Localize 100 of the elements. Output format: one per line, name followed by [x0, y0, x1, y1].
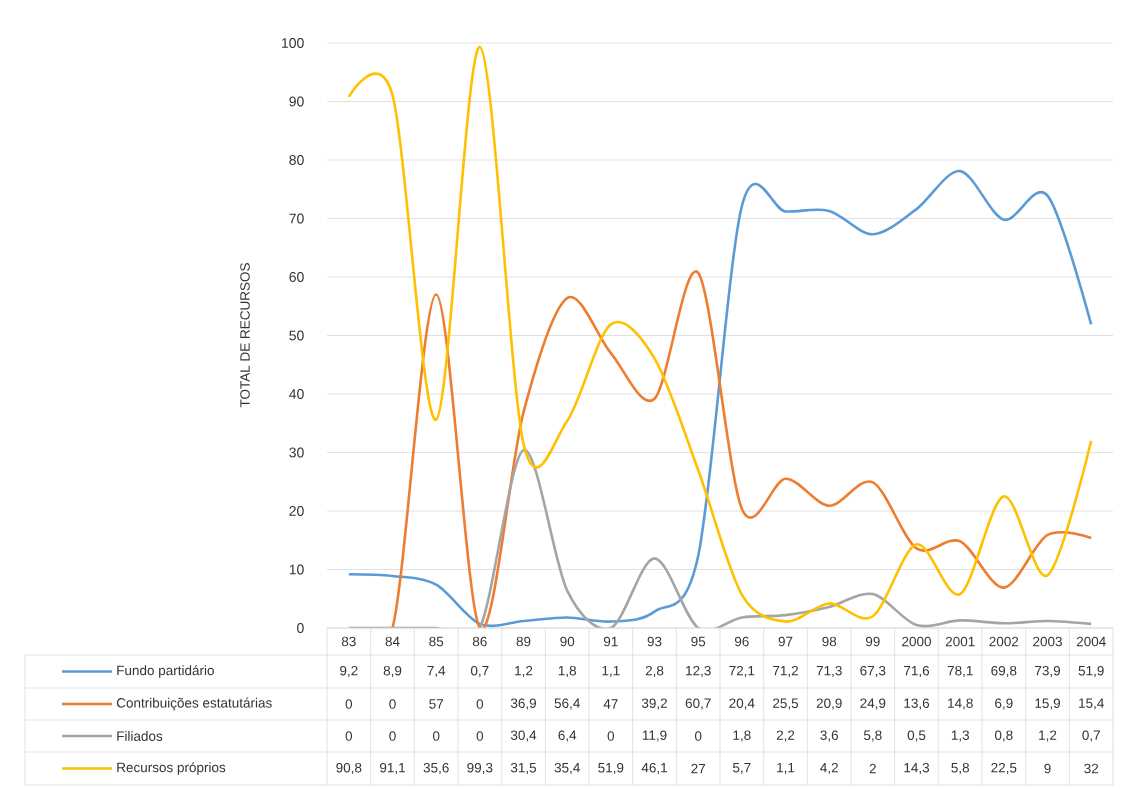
x-tick-label: 98 [822, 636, 837, 647]
x-tick-label: 90 [560, 636, 575, 647]
data-label: 99,3 [467, 762, 493, 775]
legend-label: Contribuições estatutárias [116, 697, 272, 711]
data-label: 5,7 [732, 763, 751, 775]
x-tick-label: 95 [691, 636, 706, 647]
data-label: 9,2 [340, 665, 358, 678]
y-tick-label: 30 [289, 447, 304, 458]
y-tick-label: 80 [289, 155, 304, 165]
data-label: 1,1 [777, 763, 795, 775]
x-tick-label: 2003 [1033, 636, 1062, 647]
data-label: 0,7 [470, 665, 489, 678]
legend-label: Filiados [117, 731, 163, 741]
data-label: 0 [476, 731, 484, 741]
data-label: 72,1 [729, 665, 755, 678]
x-tick-label: 97 [778, 636, 793, 647]
data-label: 1,3 [951, 730, 970, 742]
data-label: 78,1 [947, 665, 973, 678]
x-tick-label: 83 [341, 636, 356, 647]
data-label: 51,9 [1078, 665, 1104, 678]
data-label: 15,4 [1079, 698, 1104, 710]
data-label: 0 [389, 699, 396, 709]
data-label: 0 [607, 731, 615, 741]
x-tick-label: 86 [472, 636, 487, 647]
data-label: 7,4 [427, 666, 446, 678]
data-label: 36,9 [510, 698, 537, 710]
data-label: 4,2 [820, 762, 838, 775]
x-tick-label: 2002 [989, 636, 1019, 647]
data-label: 73,9 [1035, 665, 1061, 678]
data-label: 6,9 [995, 698, 1013, 710]
data-label: 91,1 [380, 762, 405, 775]
data-label: 24,9 [860, 698, 886, 710]
data-label: 56,4 [554, 698, 580, 710]
data-label: 2,2 [776, 730, 795, 742]
data-label: 0 [476, 699, 484, 709]
y-tick-label: 20 [289, 506, 304, 516]
data-label: 39,2 [641, 698, 667, 710]
data-label: 27 [691, 763, 706, 774]
line-series [347, 45, 1093, 623]
data-label: 14,8 [948, 698, 973, 710]
data-label: 46,1 [641, 762, 667, 775]
y-tick-label: 90 [289, 96, 304, 107]
data-label: 51,9 [598, 762, 624, 775]
data-label: 2,8 [645, 665, 664, 678]
data-label: 1,2 [515, 665, 533, 678]
y-tick-label: 40 [289, 389, 304, 399]
x-tick-label: 84 [385, 636, 400, 647]
data-label: 3,6 [820, 730, 839, 742]
x-tick-label: 2000 [902, 636, 931, 647]
data-label: 71,6 [904, 665, 930, 678]
data-label: 0,8 [994, 730, 1013, 742]
data-label: 1,8 [558, 665, 576, 678]
data-label: 35,6 [423, 762, 449, 775]
x-tick-label: 96 [734, 636, 749, 647]
y-tick-label: 60 [289, 272, 304, 282]
y-tick-label: 70 [289, 213, 304, 224]
data-label: 0 [389, 731, 396, 741]
data-label: 67,3 [860, 665, 886, 678]
x-tick-label: 89 [516, 636, 531, 647]
data-label: 32 [1084, 763, 1099, 774]
x-tick-label: 2004 [1076, 636, 1106, 647]
data-label: 60,7 [685, 698, 711, 710]
data-label: 71,2 [773, 665, 798, 678]
data-label: 12,3 [686, 665, 711, 678]
y-tick-label: 10 [289, 564, 304, 575]
data-label: 8,9 [383, 665, 402, 678]
data-label: 0 [694, 731, 702, 741]
x-tick-label: 85 [429, 636, 444, 647]
data-label: 31,5 [510, 762, 537, 775]
data-label: 25,5 [773, 698, 799, 710]
y-tick-label: 100 [282, 38, 304, 48]
data-label: 1,1 [602, 666, 620, 678]
data-label: 35,4 [554, 762, 580, 775]
x-tick-label: 99 [865, 636, 880, 647]
data-label: 20,4 [729, 698, 755, 710]
data-label: 0 [345, 699, 353, 709]
data-label: 69,8 [991, 665, 1017, 678]
data-label: 1,2 [1039, 730, 1057, 742]
y-tick-label: 50 [289, 330, 304, 341]
y-tick-label: 0 [297, 623, 304, 633]
data-label: 0 [345, 731, 353, 741]
data-label: 0,7 [1082, 730, 1100, 742]
data-label: 20,9 [816, 698, 842, 710]
x-tick-label: 91 [603, 636, 618, 647]
data-label: 9 [1044, 763, 1051, 774]
data-label: 1,8 [733, 730, 751, 742]
data-label: 14,3 [904, 762, 930, 775]
data-label: 0 [432, 731, 440, 741]
data-label: 11,9 [642, 730, 667, 742]
legend-label: Recursos próprios [117, 762, 226, 775]
data-label: 57 [429, 699, 444, 709]
data-label: 90,8 [336, 762, 362, 775]
data-label: 0,5 [907, 730, 926, 742]
data-label: 6,4 [558, 730, 577, 742]
x-tick-label: 93 [647, 636, 662, 647]
data-label: 30,4 [510, 730, 537, 742]
data-label: 47 [603, 699, 618, 709]
data-label: 5,8 [951, 762, 970, 775]
data-label: 71,3 [816, 665, 842, 678]
data-label: 2 [869, 763, 876, 774]
